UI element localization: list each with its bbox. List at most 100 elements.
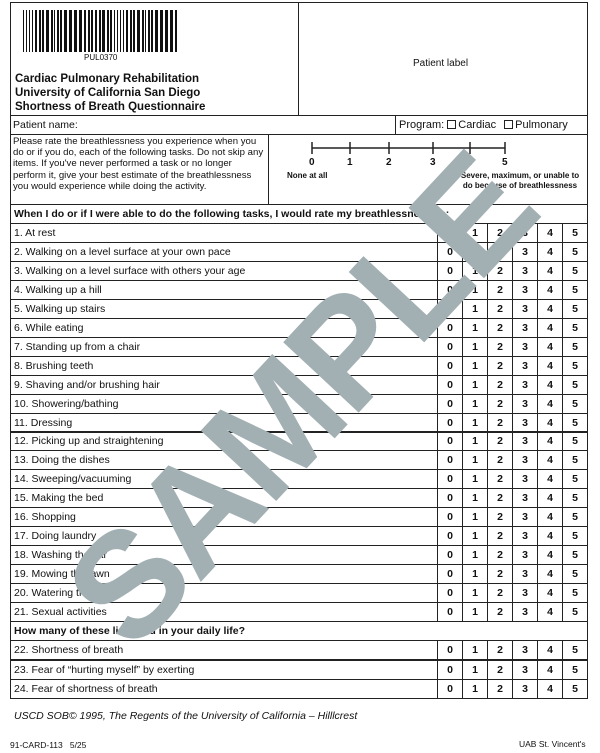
rating-option-3[interactable]: 3 [512, 431, 538, 452]
rating-option-2[interactable]: 2 [487, 223, 513, 243]
rating-option-0[interactable]: 0 [437, 583, 463, 604]
rating-option-2[interactable]: 2 [487, 679, 513, 699]
rating-option-4[interactable]: 4 [537, 564, 563, 585]
rating-option-4[interactable]: 4 [537, 279, 563, 300]
rating-option-1[interactable]: 1 [462, 640, 488, 660]
rating-option-3[interactable]: 3 [512, 659, 538, 680]
rating-option-3[interactable]: 3 [512, 526, 538, 547]
rating-option-0[interactable]: 0 [437, 488, 463, 509]
rating-option-0[interactable]: 0 [437, 469, 463, 490]
rating-option-2[interactable]: 2 [487, 298, 513, 319]
rating-option-3[interactable]: 3 [512, 298, 538, 319]
rating-option-2[interactable]: 2 [487, 431, 513, 452]
rating-option-1[interactable]: 1 [462, 317, 488, 338]
rating-option-0[interactable]: 0 [437, 640, 463, 660]
rating-option-1[interactable]: 1 [462, 241, 488, 262]
rating-option-2[interactable]: 2 [487, 564, 513, 585]
rating-option-5[interactable]: 5 [562, 241, 588, 262]
rating-option-1[interactable]: 1 [462, 374, 488, 395]
rating-option-3[interactable]: 3 [512, 507, 538, 528]
rating-option-0[interactable]: 0 [437, 279, 463, 300]
rating-option-5[interactable]: 5 [562, 659, 588, 680]
rating-option-4[interactable]: 4 [537, 374, 563, 395]
rating-option-1[interactable]: 1 [462, 412, 488, 433]
rating-option-5[interactable]: 5 [562, 223, 588, 243]
rating-option-3[interactable]: 3 [512, 336, 538, 357]
rating-option-0[interactable]: 0 [437, 564, 463, 585]
rating-option-0[interactable]: 0 [437, 260, 463, 281]
rating-option-2[interactable]: 2 [487, 659, 513, 680]
rating-option-2[interactable]: 2 [487, 488, 513, 509]
rating-option-4[interactable]: 4 [537, 679, 563, 699]
rating-option-2[interactable]: 2 [487, 336, 513, 357]
rating-option-5[interactable]: 5 [562, 298, 588, 319]
rating-option-1[interactable]: 1 [462, 393, 488, 414]
rating-option-5[interactable]: 5 [562, 679, 588, 699]
rating-option-2[interactable]: 2 [487, 526, 513, 547]
rating-option-3[interactable]: 3 [512, 260, 538, 281]
rating-option-4[interactable]: 4 [537, 469, 563, 490]
rating-option-4[interactable]: 4 [537, 602, 563, 622]
rating-option-0[interactable]: 0 [437, 336, 463, 357]
rating-option-3[interactable]: 3 [512, 393, 538, 414]
rating-option-4[interactable]: 4 [537, 450, 563, 471]
rating-option-0[interactable]: 0 [437, 507, 463, 528]
rating-option-5[interactable]: 5 [562, 393, 588, 414]
rating-option-5[interactable]: 5 [562, 526, 588, 547]
rating-option-4[interactable]: 4 [537, 583, 563, 604]
rating-option-0[interactable]: 0 [437, 679, 463, 699]
rating-option-4[interactable]: 4 [537, 507, 563, 528]
rating-option-3[interactable]: 3 [512, 450, 538, 471]
rating-option-1[interactable]: 1 [462, 355, 488, 376]
rating-option-4[interactable]: 4 [537, 488, 563, 509]
rating-option-2[interactable]: 2 [487, 317, 513, 338]
rating-option-4[interactable]: 4 [537, 355, 563, 376]
rating-option-4[interactable]: 4 [537, 431, 563, 452]
rating-option-3[interactable]: 3 [512, 545, 538, 566]
rating-option-5[interactable]: 5 [562, 412, 588, 433]
rating-option-4[interactable]: 4 [537, 545, 563, 566]
rating-option-1[interactable]: 1 [462, 488, 488, 509]
rating-option-4[interactable]: 4 [537, 298, 563, 319]
rating-option-4[interactable]: 4 [537, 640, 563, 660]
rating-option-5[interactable]: 5 [562, 279, 588, 300]
rating-option-1[interactable]: 1 [462, 260, 488, 281]
rating-option-0[interactable]: 0 [437, 450, 463, 471]
rating-option-2[interactable]: 2 [487, 450, 513, 471]
rating-option-5[interactable]: 5 [562, 602, 588, 622]
rating-option-1[interactable]: 1 [462, 223, 488, 243]
rating-option-4[interactable]: 4 [537, 260, 563, 281]
rating-option-3[interactable]: 3 [512, 583, 538, 604]
rating-option-0[interactable]: 0 [437, 659, 463, 680]
cardiac-checkbox[interactable] [447, 120, 457, 129]
rating-option-1[interactable]: 1 [462, 450, 488, 471]
rating-option-1[interactable]: 1 [462, 279, 488, 300]
rating-option-3[interactable]: 3 [512, 640, 538, 660]
rating-option-3[interactable]: 3 [512, 488, 538, 509]
rating-option-3[interactable]: 3 [512, 317, 538, 338]
rating-option-3[interactable]: 3 [512, 374, 538, 395]
pulmonary-checkbox[interactable] [504, 120, 514, 129]
rating-option-2[interactable]: 2 [487, 545, 513, 566]
rating-option-0[interactable]: 0 [437, 374, 463, 395]
rating-option-5[interactable]: 5 [562, 450, 588, 471]
rating-option-4[interactable]: 4 [537, 659, 563, 680]
rating-option-4[interactable]: 4 [537, 526, 563, 547]
rating-option-5[interactable]: 5 [562, 545, 588, 566]
rating-option-5[interactable]: 5 [562, 355, 588, 376]
rating-option-5[interactable]: 5 [562, 317, 588, 338]
rating-option-2[interactable]: 2 [487, 583, 513, 604]
rating-option-5[interactable]: 5 [562, 336, 588, 357]
rating-option-4[interactable]: 4 [537, 223, 563, 243]
rating-option-0[interactable]: 0 [437, 393, 463, 414]
rating-option-4[interactable]: 4 [537, 241, 563, 262]
rating-option-2[interactable]: 2 [487, 640, 513, 660]
rating-option-5[interactable]: 5 [562, 431, 588, 452]
rating-option-1[interactable]: 1 [462, 545, 488, 566]
rating-option-1[interactable]: 1 [462, 507, 488, 528]
rating-option-1[interactable]: 1 [462, 564, 488, 585]
rating-option-5[interactable]: 5 [562, 469, 588, 490]
rating-option-0[interactable]: 0 [437, 317, 463, 338]
rating-option-4[interactable]: 4 [537, 393, 563, 414]
rating-option-3[interactable]: 3 [512, 679, 538, 699]
